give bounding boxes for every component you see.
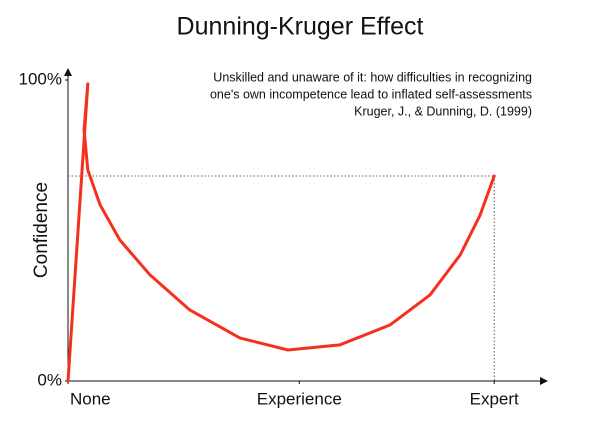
chart-title: Dunning-Kruger Effect <box>177 13 424 41</box>
curve <box>66 82 496 383</box>
annotation: Kruger, J., & Dunning, D. (1999) <box>354 104 532 118</box>
annotation: Unskilled and unaware of it: how difficu… <box>213 70 532 84</box>
y-tick-label: 100% <box>19 69 62 88</box>
x-tick-label: Experience <box>257 389 342 408</box>
x-axis-arrow <box>540 377 548 385</box>
annotation: one's own incompetence lead to inflated … <box>210 87 532 101</box>
x-tick-label: None <box>70 389 111 408</box>
y-tick-label: 0% <box>37 370 62 389</box>
x-tick-label: Expert <box>470 389 519 408</box>
y-axis-label: Confidence <box>31 182 52 278</box>
y-axis-arrow <box>64 68 72 76</box>
